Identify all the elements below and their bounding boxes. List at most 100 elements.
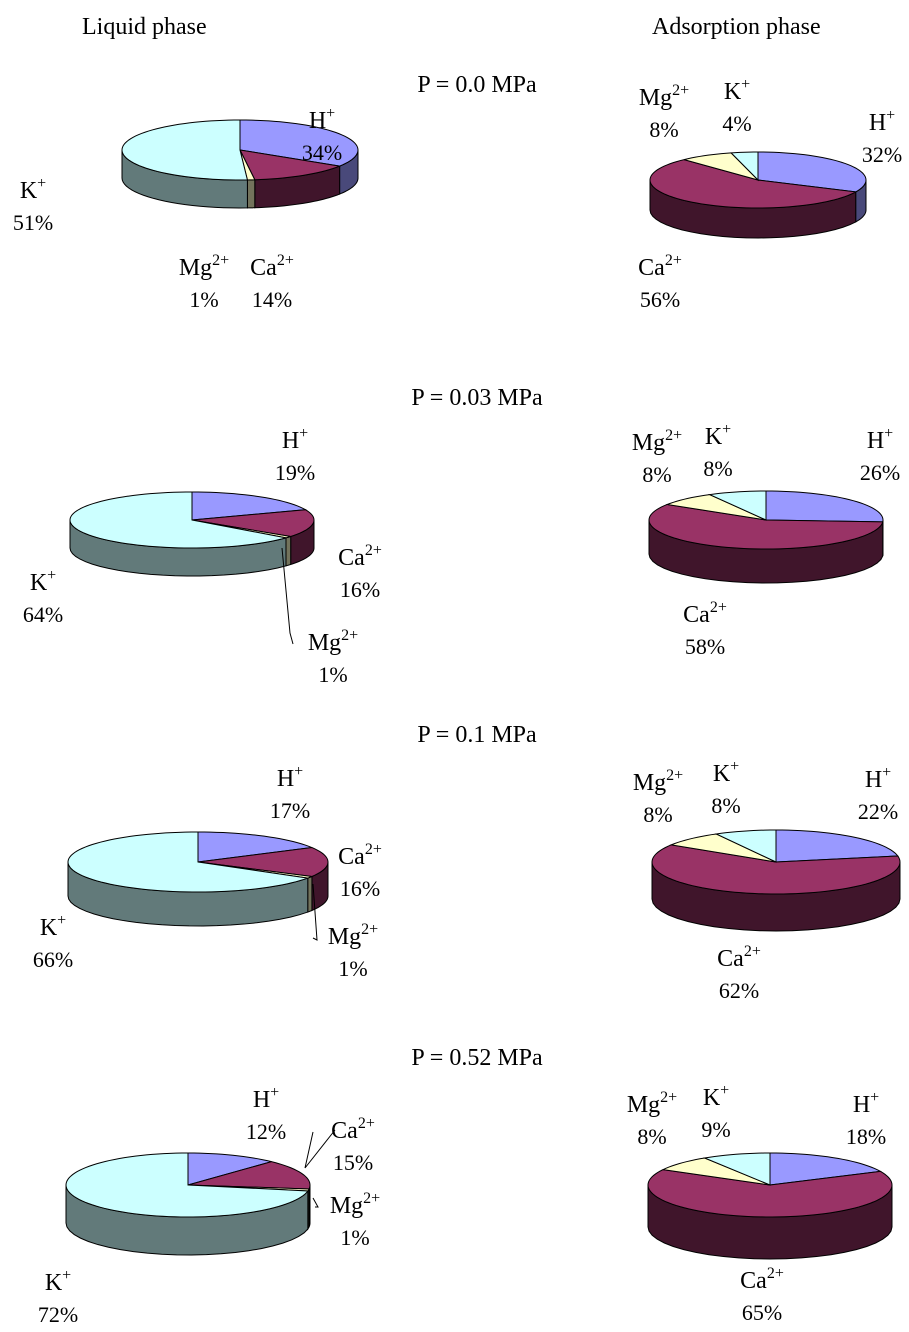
pie-slice-Hplus [191, 491, 308, 521]
percent-label-Mg2plus: 1% [340, 1225, 369, 1250]
ion-label-Ca2plus: Ca2+ [683, 599, 727, 628]
pie-slice-Mg2plus [661, 1157, 771, 1186]
ion-label-Mg2plus: Mg2+ [328, 921, 378, 950]
leader-line [312, 883, 318, 941]
ion-label-Hplus: H+ [853, 1089, 879, 1118]
pie-chart-2: H+ 19% Ca2+ 16% Mg2+ 1% K+ 64% [23, 425, 382, 687]
percent-label-Mg2plus: 8% [642, 462, 671, 487]
percent-label-Ca2plus: 65% [742, 1300, 782, 1325]
ion-label-Hplus: H+ [282, 425, 308, 454]
ion-label-Kplus: K+ [45, 1267, 71, 1296]
pie-slice-Hplus [187, 1152, 272, 1186]
percent-label-Kplus: 8% [711, 793, 740, 818]
ion-label-Ca2plus: Ca2+ [338, 542, 382, 571]
percent-label-Mg2plus: 1% [338, 956, 367, 981]
pie-slice-Ca2plus [239, 149, 342, 181]
pie-slice-Kplus [67, 831, 308, 893]
percent-label-Mg2plus: 8% [637, 1124, 666, 1149]
ion-label-Mg2plus: Mg2+ [330, 1190, 380, 1219]
ion-label-Kplus: K+ [713, 758, 739, 787]
ion-label-Ca2plus: Ca2+ [717, 943, 761, 972]
ion-label-Mg2plus: Mg2+ [632, 427, 682, 456]
pie-slice-Hplus [769, 1152, 883, 1186]
pie-slice-Hplus [765, 490, 884, 523]
ion-label-Hplus: H+ [309, 105, 335, 134]
percent-label-Hplus: 19% [275, 460, 315, 485]
ion-label-Mg2plus: Mg2+ [639, 82, 689, 111]
pie-slice-Mg2plus [665, 494, 767, 521]
percent-label-Hplus: 12% [246, 1119, 286, 1144]
leader-line [312, 1197, 319, 1208]
ion-label-Kplus: K+ [724, 76, 750, 105]
percent-label-Mg2plus: 8% [643, 802, 672, 827]
percent-label-Hplus: 32% [862, 142, 902, 167]
ion-label-Kplus: K+ [703, 1082, 729, 1111]
percent-label-Ca2plus: 16% [340, 577, 380, 602]
ion-label-Kplus: K+ [40, 912, 66, 941]
pie-slice-Ca2plus [187, 1161, 311, 1190]
percent-label-Ca2plus: 16% [340, 876, 380, 901]
ion-label-Mg2plus: Mg2+ [308, 627, 358, 656]
percent-label-Mg2plus: 8% [649, 117, 678, 142]
percent-label-Ca2plus: 14% [252, 287, 292, 312]
pie-slice-Ca2plus [191, 509, 315, 537]
leader-line [281, 547, 294, 645]
ion-label-Ca2plus: Ca2+ [740, 1265, 784, 1294]
pie-slice-Kplus [69, 491, 287, 549]
pie-slice-Hplus [197, 831, 313, 863]
pie-slice-Ca2plus [648, 503, 884, 550]
percent-label-Ca2plus: 15% [333, 1150, 373, 1175]
pie-slice-Mg2plus [683, 152, 760, 181]
pie-chart-4: H+ 17% Ca2+ 16% Mg2+ 1% K+ 66% [33, 763, 382, 981]
pie-slice-Ca2plus [651, 844, 901, 895]
pie-slice-Ca2plus [197, 847, 329, 877]
ion-label-Ca2plus: Ca2+ [338, 841, 382, 870]
percent-label-Kplus: 51% [13, 210, 53, 235]
pressure-title-1: P = 0.03 MPa [411, 385, 543, 411]
pie-slice-Kplus [65, 1152, 309, 1218]
percent-label-Ca2plus: 56% [640, 287, 680, 312]
pie-chart-1: H+ 32% Ca2+ 56% Mg2+ 8% K+ 4% [638, 76, 902, 312]
adsorption-phase-header: Adsorption phase [652, 14, 821, 40]
pressure-title-0: P = 0.0 MPa [417, 72, 537, 98]
percent-label-Ca2plus: 62% [719, 978, 759, 1003]
pie-slice-Hplus [775, 829, 899, 863]
percent-label-Kplus: 8% [703, 456, 732, 481]
pressure-title-3: P = 0.52 MPa [411, 1045, 543, 1071]
ion-label-Mg2plus: Mg2+ [633, 767, 683, 796]
pie-slice-Ca2plus [647, 1169, 893, 1218]
pie-side-Mg2plus [285, 535, 292, 567]
percent-label-Ca2plus: 58% [685, 634, 725, 659]
pie-chart-0: H+ 34% Ca2+ 14% Mg2+ 1% K+ 51% [13, 105, 359, 312]
percent-label-Kplus: 9% [701, 1117, 730, 1142]
pie-chart-5: H+ 22% Ca2+ 62% Mg2+ 8% K+ 8% [633, 758, 901, 1003]
ion-label-Hplus: H+ [253, 1084, 279, 1113]
percent-label-Hplus: 26% [860, 460, 900, 485]
pie-chart-6: H+ 12% Ca2+ 15% Mg2+ 1% K+ 72% [38, 1084, 380, 1327]
percent-label-Kplus: 64% [23, 602, 63, 627]
ion-label-Ca2plus: Ca2+ [331, 1115, 375, 1144]
leader-line [304, 1129, 336, 1169]
ion-label-Hplus: H+ [867, 425, 893, 454]
percent-label-Kplus: 4% [722, 111, 751, 136]
pie-slice-Mg2plus [669, 833, 777, 863]
percent-label-Hplus: 17% [270, 798, 310, 823]
pie-side-Mg2plus [307, 875, 313, 913]
ion-label-Kplus: K+ [30, 567, 56, 596]
pie-slice-Kplus [730, 151, 759, 182]
pie-slice-Kplus [702, 1152, 771, 1186]
ion-label-Hplus: H+ [869, 107, 895, 136]
percent-label-Hplus: 34% [302, 140, 342, 165]
percent-label-Kplus: 66% [33, 947, 73, 972]
ion-label-Kplus: K+ [20, 175, 46, 204]
pie-slice-Hplus [757, 151, 867, 193]
liquid-phase-header: Liquid phase [82, 14, 207, 40]
ion-label-Kplus: K+ [705, 421, 731, 450]
pie-slice-Kplus [714, 829, 777, 863]
ion-label-Mg2plus: Mg2+ [179, 252, 229, 281]
ion-label-Mg2plus: Mg2+ [627, 1089, 677, 1118]
pie-chart-3: H+ 26% Ca2+ 58% Mg2+ 8% K+ 8% [632, 421, 900, 659]
ion-label-Ca2plus: Ca2+ [250, 252, 294, 281]
